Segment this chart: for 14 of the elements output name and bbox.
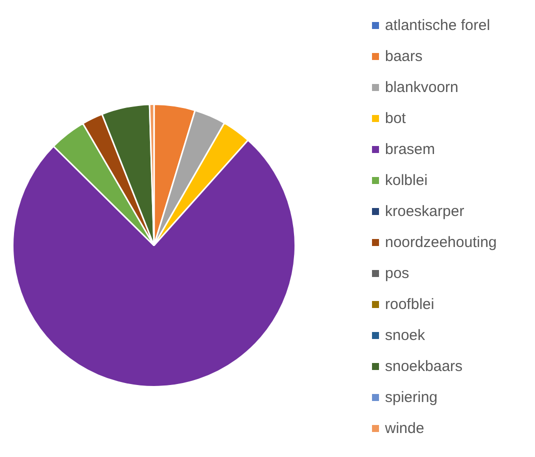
legend-label: atlantische forel bbox=[385, 17, 490, 34]
legend-label: baars bbox=[385, 48, 423, 65]
legend-label: winde bbox=[385, 420, 424, 437]
legend-label: snoekbaars bbox=[385, 358, 463, 375]
legend-label: noordzeehouting bbox=[385, 234, 497, 251]
legend-label: kolblei bbox=[385, 172, 428, 189]
legend-label: blankvoorn bbox=[385, 79, 458, 96]
legend-label: snoek bbox=[385, 327, 426, 344]
legend-label: spiering bbox=[385, 389, 438, 406]
legend-label: kroeskarper bbox=[385, 203, 464, 220]
legend-label: brasem bbox=[385, 141, 436, 158]
legend-label: pos bbox=[385, 265, 410, 282]
legend-label: bot bbox=[385, 110, 406, 127]
legend-label: roofblei bbox=[385, 296, 434, 313]
